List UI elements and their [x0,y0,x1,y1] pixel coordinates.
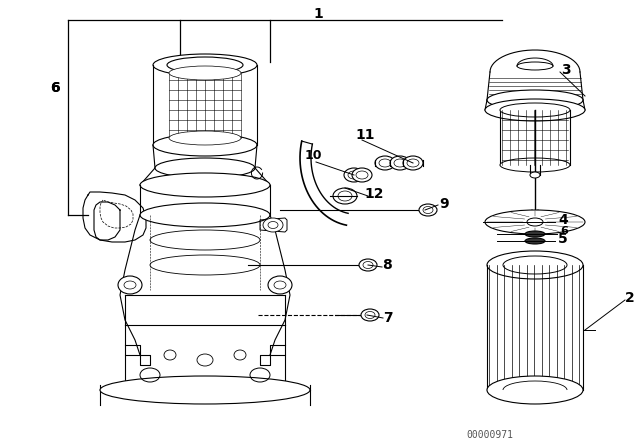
Ellipse shape [263,218,283,232]
Ellipse shape [167,57,243,73]
Ellipse shape [268,276,292,294]
Ellipse shape [344,168,364,182]
Ellipse shape [390,156,410,170]
Ellipse shape [487,376,583,404]
Ellipse shape [124,281,136,289]
Ellipse shape [394,159,406,167]
Ellipse shape [379,159,391,167]
Text: 9: 9 [439,197,449,211]
Ellipse shape [487,90,583,110]
Ellipse shape [503,256,567,274]
Ellipse shape [525,231,545,237]
Ellipse shape [403,156,423,170]
Ellipse shape [140,173,270,197]
Ellipse shape [485,99,585,121]
Ellipse shape [352,168,372,182]
Text: 7: 7 [383,311,393,325]
Ellipse shape [100,376,310,404]
Ellipse shape [530,172,540,178]
Ellipse shape [150,230,260,250]
Text: 6: 6 [560,226,568,236]
Ellipse shape [333,188,357,204]
Ellipse shape [500,103,570,117]
Ellipse shape [525,238,545,244]
Ellipse shape [361,309,379,321]
Ellipse shape [140,203,270,227]
Text: 5: 5 [558,232,568,246]
Ellipse shape [169,66,241,80]
Ellipse shape [169,131,241,145]
Ellipse shape [527,218,543,226]
Ellipse shape [118,276,142,294]
Ellipse shape [359,259,377,271]
Text: 11: 11 [355,128,375,142]
Text: 12: 12 [364,187,384,201]
Text: 00000971: 00000971 [467,430,513,440]
Text: 6: 6 [50,81,60,95]
Text: 3: 3 [561,63,571,77]
Ellipse shape [348,171,360,179]
Ellipse shape [150,255,260,275]
Ellipse shape [153,134,257,156]
Ellipse shape [155,158,255,178]
Ellipse shape [407,159,419,167]
Ellipse shape [274,281,286,289]
Ellipse shape [487,251,583,279]
Text: 6: 6 [50,81,60,95]
Ellipse shape [419,204,437,216]
Ellipse shape [356,171,368,179]
Ellipse shape [375,156,395,170]
Text: 8: 8 [382,258,392,272]
Ellipse shape [485,210,585,234]
Ellipse shape [500,158,570,172]
Text: 4: 4 [558,213,568,227]
Text: 2: 2 [625,291,635,305]
Text: 1: 1 [313,7,323,21]
Ellipse shape [153,54,257,76]
Text: 10: 10 [304,148,322,161]
